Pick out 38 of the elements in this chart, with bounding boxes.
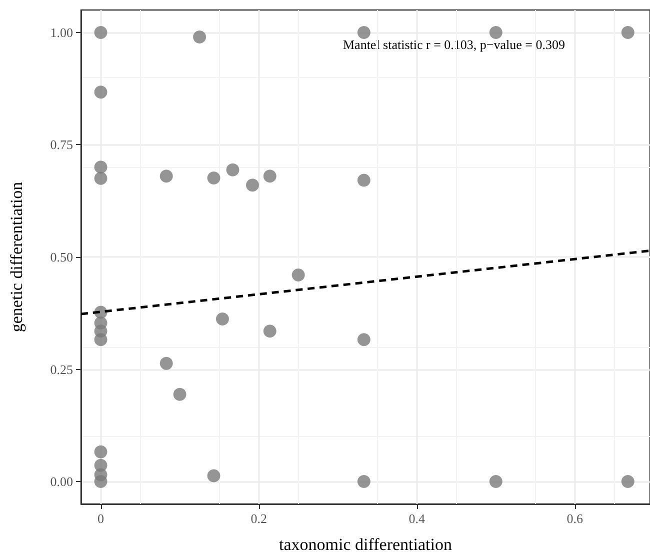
point bbox=[94, 333, 108, 346]
point bbox=[160, 170, 173, 183]
x-axis-title: taxonomic differentiation bbox=[279, 535, 452, 554]
point bbox=[193, 30, 206, 44]
point bbox=[94, 160, 108, 174]
point bbox=[263, 170, 276, 183]
point bbox=[94, 86, 108, 99]
point bbox=[94, 475, 108, 488]
x-tick-label: 0.2 bbox=[250, 511, 267, 526]
point bbox=[621, 475, 634, 488]
point bbox=[621, 26, 634, 39]
point bbox=[173, 388, 186, 401]
x-tick-label: 0 bbox=[98, 511, 104, 526]
y-axis-title: genetic differentiation bbox=[7, 181, 26, 332]
x-tick-label: 0.6 bbox=[566, 511, 584, 526]
x-tick-label: 0.4 bbox=[408, 511, 426, 526]
point bbox=[489, 475, 502, 488]
point bbox=[226, 163, 240, 176]
point bbox=[160, 356, 173, 370]
y-tick-label: 1.00 bbox=[50, 24, 73, 40]
y-tick-label: 0.00 bbox=[50, 474, 73, 490]
point bbox=[489, 26, 502, 39]
point bbox=[207, 171, 220, 184]
point bbox=[292, 268, 305, 282]
y-tick-label: 0.50 bbox=[50, 250, 73, 264]
y-tick-label: 0.25 bbox=[50, 362, 73, 377]
point bbox=[94, 172, 108, 185]
point bbox=[357, 174, 370, 187]
point bbox=[207, 469, 220, 482]
point bbox=[216, 312, 229, 326]
point bbox=[357, 26, 370, 39]
y-tick-label: 0.75 bbox=[50, 137, 73, 152]
point bbox=[357, 333, 370, 346]
point bbox=[246, 178, 259, 192]
point bbox=[357, 475, 370, 488]
point bbox=[94, 445, 108, 458]
point bbox=[263, 324, 276, 338]
point bbox=[94, 26, 108, 39]
